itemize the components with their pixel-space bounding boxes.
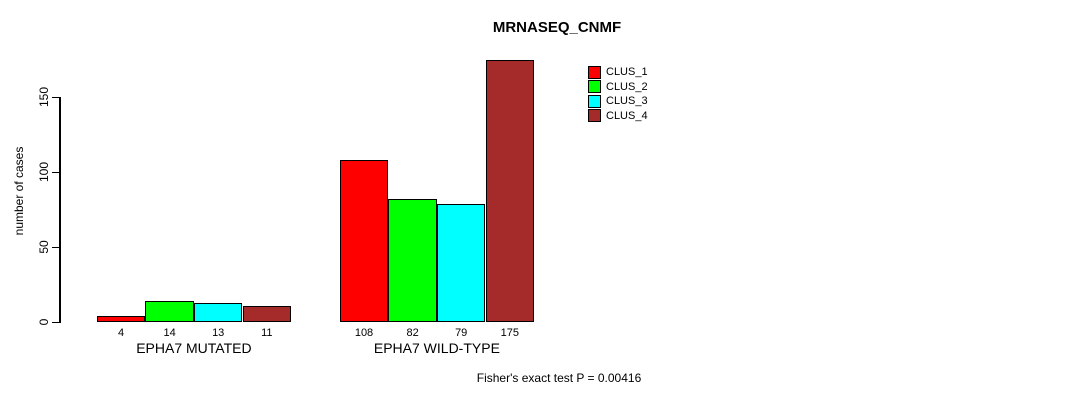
legend-label: CLUS_4 — [606, 109, 648, 122]
bar-clus-2-epha7-wild-type — [388, 199, 437, 322]
legend-swatch-clus-2 — [588, 80, 601, 94]
legend-swatch-clus-4 — [588, 109, 601, 123]
legend-label: CLUS_2 — [606, 80, 648, 93]
bar-clus-1-epha7-wild-type — [339, 160, 389, 322]
y-axis-tick — [52, 246, 59, 248]
legend-item-clus-2: CLUS_2 — [588, 80, 648, 95]
bar-value-label: 11 — [261, 327, 273, 339]
y-axis-line — [59, 97, 61, 323]
bar-value-label: 175 — [500, 327, 519, 339]
y-axis-tick — [52, 321, 59, 323]
bar-value-label: 13 — [212, 327, 225, 339]
y-axis-tick — [52, 96, 59, 98]
bar-value-label: 108 — [354, 327, 374, 339]
legend-label: CLUS_3 — [606, 95, 648, 108]
chart-title: MRNASEQ_CNMF — [492, 19, 622, 36]
y-axis-tick — [52, 171, 59, 173]
legend: CLUS_1 CLUS_2 CLUS_3 CLUS_4 — [588, 65, 648, 123]
fisher-test-note: Fisher's exact test P = 0.00416 — [476, 371, 642, 385]
bar-value-label: 82 — [406, 327, 419, 339]
bar-value-label: 79 — [455, 327, 468, 339]
legend-swatch-clus-1 — [588, 65, 601, 79]
y-axis-label: number of cases — [12, 146, 26, 236]
y-axis-tick-label: 0 — [37, 318, 51, 326]
bar-clus-1-epha7-mutated — [96, 316, 146, 322]
group-label-epha7-wild-type: EPHA7 WILD-TYPE — [373, 340, 500, 356]
bar-clus-4-epha7-wild-type — [485, 59, 535, 322]
group-label-epha7-mutated: EPHA7 MUTATED — [136, 340, 252, 356]
bar-clus-4-epha7-mutated — [242, 305, 292, 322]
bar-value-label: 14 — [163, 327, 176, 339]
legend-item-clus-1: CLUS_1 — [588, 65, 648, 80]
legend-item-clus-3: CLUS_3 — [588, 94, 648, 109]
bar-clus-3-epha7-wild-type — [436, 203, 486, 322]
y-axis-tick-label: 50 — [37, 240, 51, 254]
y-axis-tick-label: 100 — [37, 161, 51, 183]
legend-swatch-clus-3 — [588, 94, 601, 108]
bar-clus-3-epha7-mutated — [193, 302, 243, 322]
bar-value-label: 4 — [117, 327, 125, 339]
bar-clus-2-epha7-mutated — [145, 301, 194, 322]
legend-item-clus-4: CLUS_4 — [588, 109, 648, 124]
y-axis-tick-label: 150 — [37, 86, 51, 108]
legend-label: CLUS_1 — [606, 66, 648, 79]
